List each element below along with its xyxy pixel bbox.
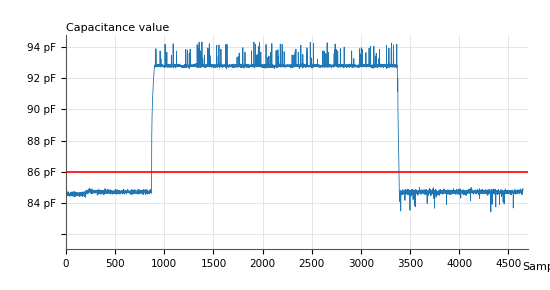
- Text: Capacitance value: Capacitance value: [66, 23, 169, 33]
- X-axis label: Samples: Samples: [522, 262, 550, 272]
